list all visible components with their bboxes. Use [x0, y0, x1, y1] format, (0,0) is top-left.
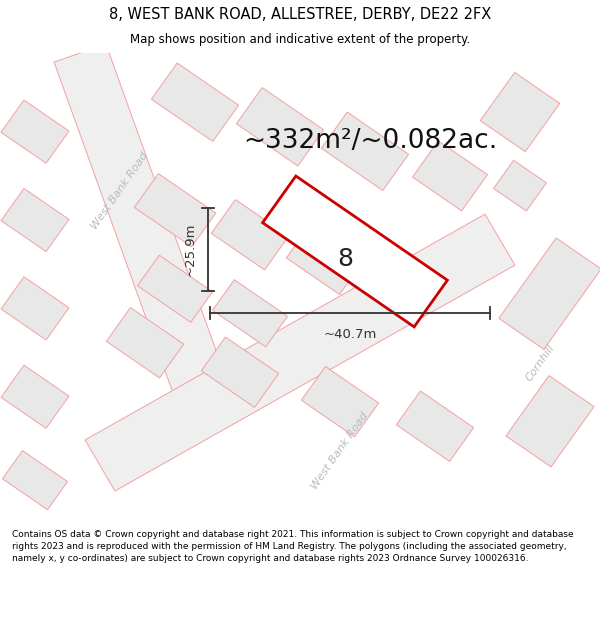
Polygon shape [134, 174, 216, 247]
Polygon shape [263, 176, 448, 327]
Polygon shape [1, 365, 69, 428]
Text: ~40.7m: ~40.7m [323, 328, 377, 341]
Polygon shape [322, 112, 409, 191]
Text: ~332m²/~0.082ac.: ~332m²/~0.082ac. [243, 129, 497, 154]
Polygon shape [211, 199, 289, 270]
Polygon shape [506, 376, 594, 467]
Text: 8: 8 [337, 248, 353, 271]
Text: ~25.9m: ~25.9m [184, 222, 197, 276]
Polygon shape [54, 44, 226, 396]
Polygon shape [2, 451, 68, 510]
Polygon shape [397, 391, 473, 461]
Polygon shape [1, 100, 69, 163]
Text: West Bank Road: West Bank Road [310, 411, 370, 491]
Polygon shape [1, 189, 69, 252]
Polygon shape [301, 366, 379, 437]
Polygon shape [137, 255, 212, 322]
Text: Cornhill: Cornhill [524, 342, 556, 382]
Text: Map shows position and indicative extent of the property.: Map shows position and indicative extent… [130, 33, 470, 46]
Polygon shape [1, 277, 69, 340]
Text: West Bank Road: West Bank Road [89, 150, 151, 231]
Polygon shape [499, 238, 600, 349]
Text: 8, WEST BANK ROAD, ALLESTREE, DERBY, DE22 2FX: 8, WEST BANK ROAD, ALLESTREE, DERBY, DE2… [109, 8, 491, 22]
Polygon shape [494, 161, 547, 211]
Polygon shape [151, 63, 239, 141]
Polygon shape [202, 337, 278, 408]
Polygon shape [286, 224, 364, 294]
Polygon shape [236, 88, 323, 166]
Text: Contains OS data © Crown copyright and database right 2021. This information is : Contains OS data © Crown copyright and d… [12, 530, 574, 562]
Polygon shape [106, 308, 184, 378]
Polygon shape [413, 141, 487, 211]
Polygon shape [212, 280, 287, 347]
Polygon shape [480, 72, 560, 152]
Polygon shape [85, 214, 515, 491]
